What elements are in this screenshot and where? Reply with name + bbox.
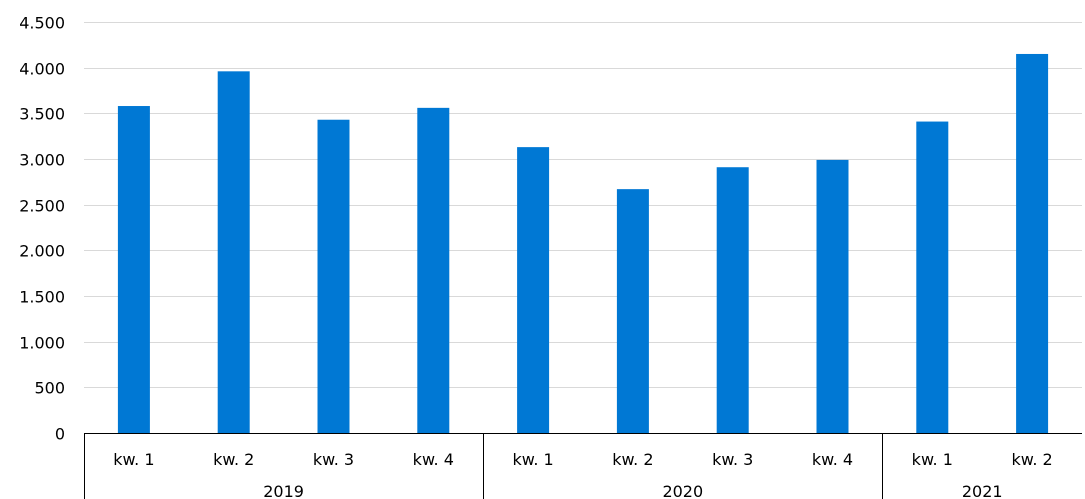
group-label: 2021 xyxy=(962,482,1003,499)
y-tick-label: 1.000 xyxy=(19,334,65,353)
x-tick-label: kw. 4 xyxy=(812,450,853,469)
y-tick-label: 1.500 xyxy=(19,288,65,307)
x-tick-label: kw. 3 xyxy=(313,450,354,469)
y-tick-label: 0 xyxy=(55,425,65,444)
y-tick-label: 3.500 xyxy=(19,105,65,124)
y-tick-label: 500 xyxy=(34,379,65,398)
bar xyxy=(317,119,350,433)
x-tick-label: kw. 2 xyxy=(213,450,254,469)
x-tick-label: kw. 1 xyxy=(512,450,553,469)
y-tick-label: 2.000 xyxy=(19,242,65,261)
x-tick-label: kw. 2 xyxy=(612,450,653,469)
bar xyxy=(916,121,949,433)
group-label: 2019 xyxy=(263,482,304,499)
bar xyxy=(616,189,649,433)
y-tick-label: 2.500 xyxy=(19,197,65,216)
bar xyxy=(1016,53,1049,433)
x-tick-label: kw. 1 xyxy=(113,450,154,469)
y-tick-label: 3.000 xyxy=(19,151,65,170)
y-tick-label: 4.500 xyxy=(19,14,65,33)
x-tick-label: kw. 4 xyxy=(413,450,454,469)
bar xyxy=(117,106,150,433)
gridlines xyxy=(84,22,1082,388)
bar xyxy=(517,147,550,434)
y-axis-ticks: 0 500 1.000 1.500 2.000 2.500 3.000 3.500 4.000 4… xyxy=(19,14,65,444)
y-tick-label: 4.000 xyxy=(19,60,65,79)
x-tick-label: kw. 1 xyxy=(912,450,953,469)
x-axis: kw. 1 kw. 2 kw. 3 kw. 4 kw. 1 kw. 2 kw. 3 kw. 4… xyxy=(84,433,1082,499)
bars xyxy=(117,53,1049,434)
group-label: 2020 xyxy=(662,482,703,499)
bar xyxy=(716,167,749,433)
bar xyxy=(417,107,450,433)
x-tick-label: kw. 3 xyxy=(712,450,753,469)
x-tick-label: kw. 2 xyxy=(1011,450,1052,469)
bar xyxy=(217,71,250,433)
bar xyxy=(816,159,849,433)
